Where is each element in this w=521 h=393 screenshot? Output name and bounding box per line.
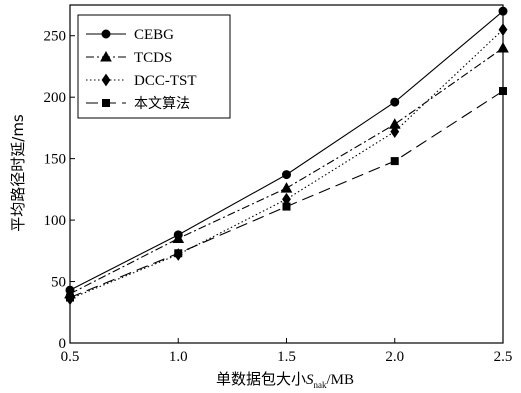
data-point — [390, 97, 400, 107]
legend-marker — [102, 99, 110, 107]
legend-entry: CEBG — [86, 27, 174, 43]
series-4 — [66, 87, 507, 302]
x-tick-label: 2.5 — [494, 349, 513, 365]
legend-marker — [101, 73, 111, 87]
legend-marker — [101, 29, 111, 39]
x-axis-title-var: S — [306, 372, 314, 388]
data-point — [280, 182, 293, 193]
data-point — [498, 23, 508, 36]
y-tick-label: 150 — [44, 152, 67, 168]
data-point — [497, 41, 509, 53]
legend-label: 本文算法 — [134, 96, 190, 112]
data-point — [172, 232, 185, 244]
series-layer — [64, 6, 509, 306]
data-point — [66, 293, 74, 302]
legend-entry: TCDS — [86, 50, 172, 66]
data-point — [390, 157, 399, 166]
legend-label: CEBG — [134, 27, 174, 43]
y-tick-label: 250 — [44, 29, 67, 45]
y-axis-title: 平均路径时延/ms — [9, 114, 27, 232]
legend-marker — [100, 50, 112, 62]
ticks-layer: 0.5 1.0 1.5 2.0 2.5 0 50 100 150 200 250 — [44, 29, 513, 365]
data-point — [174, 249, 183, 258]
x-tick-label: 1.0 — [169, 349, 188, 365]
data-point — [282, 202, 291, 211]
y-tick-label: 0 — [59, 336, 67, 352]
data-point — [282, 170, 291, 180]
legend: CEBG TCDS DCC-TST 本文算法 — [77, 14, 231, 119]
data-point — [390, 125, 400, 138]
y-tick-label: 50 — [51, 275, 66, 291]
y-tick-label: 200 — [44, 90, 67, 106]
legend-label: DCC-TST — [134, 73, 197, 89]
x-tick-label: 0.5 — [61, 349, 80, 365]
legend-entry: DCC-TST — [86, 73, 197, 89]
x-tick-label: 1.5 — [277, 349, 296, 365]
x-tick-label: 2.0 — [385, 349, 404, 365]
data-point — [498, 6, 508, 16]
x-axis-title-main: 单数据包大小 — [216, 370, 306, 388]
y-tick-label: 100 — [44, 213, 67, 229]
x-axis-title: 单数据包大小Snak/MB — [216, 370, 354, 390]
legend-label: TCDS — [134, 50, 172, 66]
x-axis-title-unit: /MB — [327, 372, 355, 388]
x-axis-title-sub: nak — [314, 380, 327, 390]
data-point — [499, 87, 507, 96]
legend-entry: 本文算法 — [86, 96, 190, 112]
